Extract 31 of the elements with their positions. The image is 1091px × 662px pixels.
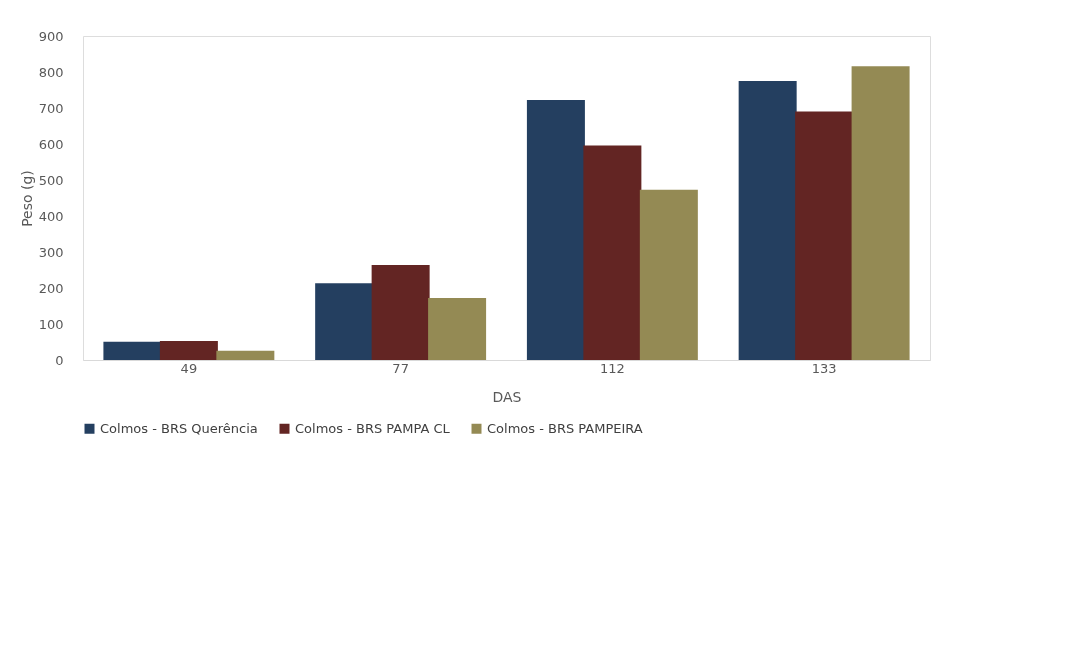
bar (103, 341, 162, 360)
y-tick-label: 800 (38, 64, 64, 80)
y-tick-label: 400 (38, 208, 64, 224)
x-axis-title: DAS (492, 388, 522, 405)
legend-label: Colmos - BRS Querência (100, 420, 258, 436)
legend-label: Colmos - BRS PAMPA CL (295, 420, 451, 436)
y-tick-label: 900 (38, 28, 64, 44)
bar (851, 66, 910, 360)
bar (428, 298, 487, 360)
bar (526, 100, 585, 360)
y-tick-label: 100 (38, 316, 64, 332)
bar (583, 145, 642, 360)
x-tick-label: 112 (599, 360, 625, 376)
y-tick-label: 500 (38, 172, 64, 188)
y-tick-label: 600 (38, 136, 64, 152)
y-axis-title: Peso (g) (18, 170, 35, 227)
x-tick-label: 133 (811, 360, 837, 376)
x-tick-label: 77 (392, 360, 409, 376)
y-tick-label: 300 (38, 244, 64, 260)
bar (639, 189, 698, 360)
bar (738, 81, 797, 360)
bar (371, 264, 430, 360)
bar (159, 340, 218, 360)
bar (216, 350, 275, 360)
bar (795, 111, 854, 360)
y-tick-label: 700 (38, 100, 64, 116)
legend-label: Colmos - BRS PAMPEIRA (487, 420, 643, 436)
y-tick-label: 200 (38, 280, 64, 296)
x-tick-label: 49 (180, 360, 198, 376)
y-tick-label: 0 (55, 352, 64, 368)
bar (315, 283, 374, 360)
